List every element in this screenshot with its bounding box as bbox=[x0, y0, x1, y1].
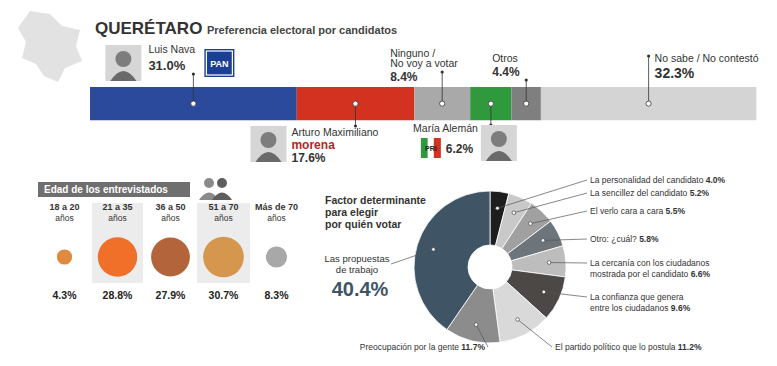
svg-text:años: años bbox=[267, 213, 285, 223]
svg-text:Otros: Otros bbox=[492, 52, 518, 64]
html-text:por quién votar: por quién votar bbox=[325, 218, 402, 230]
svg-text:años: años bbox=[214, 213, 232, 223]
svg-text:Las propuestas: Las propuestas bbox=[325, 253, 390, 264]
svg-text:30.7%: 30.7% bbox=[209, 289, 239, 301]
svg-text:Más de 70: Más de 70 bbox=[255, 202, 298, 212]
svg-text:Preocupación por la gente 11.7: Preocupación por la gente 11.7% bbox=[360, 342, 486, 352]
svg-text:36 a 50: 36 a 50 bbox=[155, 202, 185, 212]
svg-text:17.6%: 17.6% bbox=[291, 151, 325, 165]
svg-text:6.2%: 6.2% bbox=[446, 142, 474, 156]
svg-text:Ninguno /: Ninguno / bbox=[390, 47, 436, 59]
html-text:Factor determinante: Factor determinante bbox=[325, 194, 426, 206]
svg-text:PAN: PAN bbox=[210, 59, 228, 69]
svg-text:4.3%: 4.3% bbox=[53, 289, 78, 301]
svg-text:21 a 35: 21 a 35 bbox=[102, 202, 132, 212]
svg-text:PRI: PRI bbox=[425, 145, 437, 152]
svg-text:8.3%: 8.3% bbox=[265, 289, 290, 301]
svg-text:Luis Nava: Luis Nava bbox=[148, 43, 195, 55]
svg-text:Arturo Maximiliano: Arturo Maximiliano bbox=[291, 126, 378, 138]
svg-text:La confianza que genera: La confianza que genera bbox=[590, 292, 684, 302]
svg-text:No voy a votar: No voy a votar bbox=[390, 57, 458, 69]
html-text:para elegir: para elegir bbox=[325, 206, 379, 218]
svg-text:entre los ciudadanos 9.6%: entre los ciudadanos 9.6% bbox=[590, 303, 691, 313]
html-text:QUERÉTARO Preferencia electora: QUERÉTARO Preferencia electoral por cand… bbox=[95, 19, 398, 38]
html-text:Edad de los entrevistados: Edad de los entrevistados bbox=[44, 184, 168, 195]
svg-text:18 a 20: 18 a 20 bbox=[49, 202, 79, 212]
svg-text:31.0%: 31.0% bbox=[148, 58, 185, 73]
svg-text:51 a 70: 51 a 70 bbox=[208, 202, 238, 212]
svg-text:No sabe / No contestó: No sabe / No contestó bbox=[655, 52, 759, 64]
svg-text:El verlo cara a cara 5.5%: El verlo cara a cara 5.5% bbox=[590, 206, 685, 216]
svg-text:años: años bbox=[161, 213, 179, 223]
svg-text:Otro: ¿cuál? 5.8%: Otro: ¿cuál? 5.8% bbox=[590, 234, 659, 244]
svg-text:32.3%: 32.3% bbox=[655, 65, 695, 81]
svg-text:4.4%: 4.4% bbox=[492, 65, 520, 79]
svg-text:morena: morena bbox=[291, 138, 335, 152]
svg-text:años: años bbox=[55, 213, 73, 223]
svg-text:27.9%: 27.9% bbox=[156, 289, 186, 301]
svg-text:María Alemán: María Alemán bbox=[413, 122, 478, 134]
svg-text:40.4%: 40.4% bbox=[332, 278, 389, 300]
svg-text:La personalidad del candidato: La personalidad del candidato 4.0% bbox=[590, 175, 726, 185]
svg-text:años: años bbox=[108, 213, 126, 223]
svg-text:28.8%: 28.8% bbox=[103, 289, 133, 301]
svg-text:de trabajo: de trabajo bbox=[336, 264, 378, 275]
svg-text:La cercanía con los ciudadanos: La cercanía con los ciudadanos bbox=[590, 258, 710, 268]
svg-text:La sencillez del candidato 5.2: La sencillez del candidato 5.2% bbox=[590, 188, 710, 198]
svg-text:El partido político que lo pos: El partido político que lo postula 11.2% bbox=[555, 342, 702, 352]
svg-text:8.4%: 8.4% bbox=[390, 70, 418, 84]
svg-text:mostrada por el candidato 6.6%: mostrada por el candidato 6.6% bbox=[590, 269, 710, 279]
